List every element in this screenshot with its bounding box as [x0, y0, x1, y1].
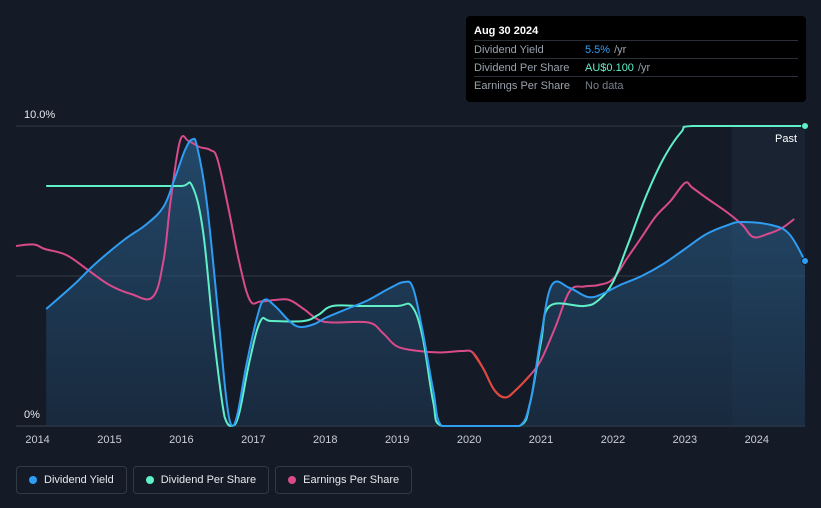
tooltip-date: Aug 30 2024	[474, 25, 539, 37]
dividend-per-share-end-marker	[801, 122, 809, 130]
x-tick-label: 2014	[25, 434, 49, 446]
x-tick-label: 2022	[601, 434, 625, 446]
legend-dot-icon	[29, 476, 37, 484]
tooltip-row-dividend-per-share: Dividend Per Share AU$0.100 /yr	[474, 58, 798, 76]
tooltip: Aug 30 2024 Dividend Yield 5.5% /yr Divi…	[466, 16, 806, 102]
legend-dot-icon	[288, 476, 297, 484]
x-axis-ticks: 2014 2015 2016 2017 2018 2019 2020 2021 2022 2023…	[25, 434, 769, 446]
past-label: Past	[775, 133, 797, 145]
legend-label: Dividend Yield	[44, 474, 114, 486]
tooltip-value: AU$0.100	[585, 62, 634, 74]
legend: Dividend Yield Dividend Per Share Earnin…	[16, 466, 413, 494]
dividend-yield-end-marker	[801, 257, 809, 265]
x-tick-label: 2023	[673, 434, 697, 446]
tooltip-key: Dividend Yield	[474, 44, 544, 56]
chart: 10.0% 0% Past 2014 2015 2016 2017 2018 2019 20…	[15, 109, 809, 446]
y-axis-label-bottom: 0%	[24, 409, 40, 421]
y-axis-label-top: 10.0%	[24, 109, 55, 121]
tooltip-value-wrap: 5.5% /yr	[585, 41, 626, 58]
legend-item-dividend-yield[interactable]: Dividend Yield	[16, 466, 127, 494]
tooltip-value: 5.5%	[585, 44, 611, 56]
tooltip-row-dividend-yield: Dividend Yield 5.5% /yr	[474, 40, 798, 58]
legend-item-earnings-per-share[interactable]: Earnings Per Share	[275, 466, 413, 494]
tooltip-row-earnings-per-share: Earnings Per Share No data	[474, 76, 798, 94]
tooltip-unit: /yr	[637, 62, 651, 74]
dividend-per-share-line	[46, 125, 805, 428]
x-tick-label: 2016	[169, 434, 193, 446]
tooltip-value-wrap: AU$0.100 /yr	[585, 59, 650, 76]
x-tick-label: 2018	[313, 434, 337, 446]
tooltip-value: No data	[585, 80, 624, 92]
dividend-yield-area	[46, 138, 805, 426]
tooltip-key: Dividend Per Share	[474, 62, 570, 74]
dividend-yield-line	[45, 137, 806, 428]
earnings-per-share-decline-segment	[471, 351, 532, 399]
legend-label: Earnings Per Share	[303, 474, 400, 486]
legend-item-dividend-per-share[interactable]: Dividend Per Share	[132, 466, 270, 494]
earnings-per-share-line	[15, 134, 795, 399]
x-tick-label: 2020	[457, 434, 481, 446]
legend-label: Dividend Per Share	[160, 474, 257, 486]
tooltip-value-wrap: No data	[585, 77, 624, 94]
legend-dot-icon	[145, 476, 154, 484]
x-tick-label: 2021	[529, 434, 553, 446]
x-tick-label: 2015	[97, 434, 121, 446]
x-tick-label: 2017	[241, 434, 265, 446]
tooltip-unit: /yr	[614, 44, 627, 56]
x-tick-label: 2024	[745, 434, 769, 446]
x-tick-label: 2019	[385, 434, 409, 446]
tooltip-key: Earnings Per Share	[474, 80, 570, 92]
